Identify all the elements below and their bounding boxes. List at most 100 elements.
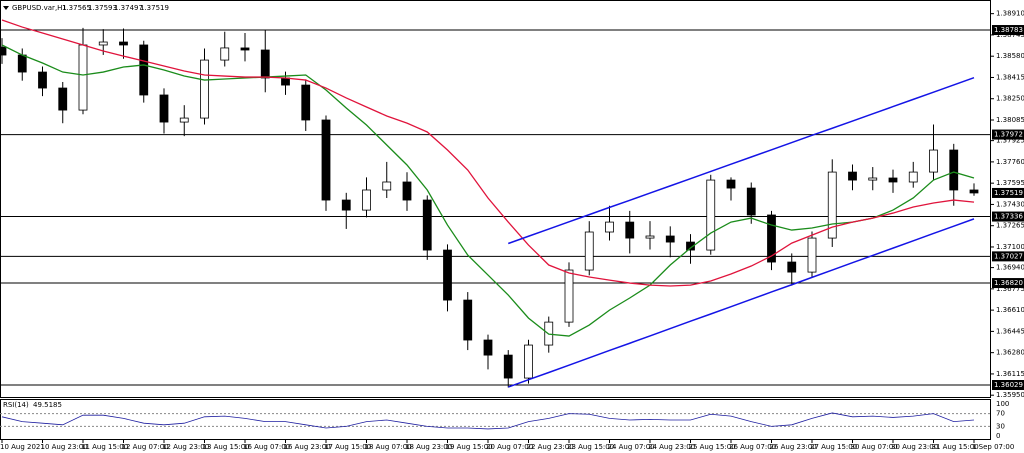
candle-body xyxy=(463,299,473,341)
y-tick-label: 1.38415 xyxy=(996,73,1024,81)
y-tick-label: 1.35950 xyxy=(996,391,1024,399)
price-label: 1.36820 xyxy=(994,279,1023,287)
candle-body xyxy=(726,179,736,189)
y-tick-label: 1.36775 xyxy=(996,285,1024,293)
price-label: 1.38783 xyxy=(994,26,1023,34)
x-tick-label: 18 Aug 07:00 xyxy=(365,443,412,451)
rsi-value: 49.5185 xyxy=(33,401,62,409)
y-tick-label: 1.37430 xyxy=(996,200,1024,208)
series-line xyxy=(507,77,975,245)
candle-body xyxy=(827,171,837,239)
x-tick-label: 17 Aug 15:00 xyxy=(324,443,371,451)
candle-body xyxy=(58,87,68,111)
x-tick-label: 27 Aug 15:00 xyxy=(810,443,857,451)
symbol: GBPUSD.var,H1 xyxy=(12,4,67,12)
rsi-tick-label: 100 xyxy=(996,400,1009,408)
x-tick-label: 26 Aug 23:00 xyxy=(770,443,817,451)
candle-body xyxy=(179,117,189,123)
candle-body xyxy=(949,149,959,191)
candle-body xyxy=(706,179,716,251)
candle-body xyxy=(119,41,128,46)
x-tick-label: 24 Aug 23:00 xyxy=(648,443,695,451)
x-tick-label: 16 Aug 23:00 xyxy=(284,443,331,451)
candle-body xyxy=(422,199,432,251)
x-tick-label: 30 Aug 23:00 xyxy=(891,443,938,451)
candle-body xyxy=(443,249,452,301)
price-label-box xyxy=(992,187,1024,198)
price-label: 1.37972 xyxy=(994,131,1023,139)
candle-body xyxy=(645,235,655,239)
candle-body xyxy=(159,94,169,123)
header-open: 1.37565 xyxy=(62,4,91,12)
header-high: 1.37593 xyxy=(88,4,117,12)
candle-body xyxy=(524,344,533,379)
candle-body xyxy=(908,171,918,183)
rsi-line xyxy=(1,412,975,430)
y-tick-label: 1.37595 xyxy=(996,179,1024,187)
candle-body xyxy=(929,149,938,173)
candle-body xyxy=(625,221,635,239)
candle-body xyxy=(220,47,230,61)
x-tick-label: 12 Aug 07:00 xyxy=(122,443,169,451)
rsi-tick-label: 0 xyxy=(996,432,1000,440)
y-tick-label: 1.36940 xyxy=(996,264,1024,272)
x-tick-label: 20 Aug 07:00 xyxy=(486,443,533,451)
candle-body xyxy=(807,237,817,273)
rsi-frame xyxy=(0,399,991,440)
y-tick-label: 1.38910 xyxy=(996,10,1024,18)
price-label: 1.36029 xyxy=(994,381,1023,389)
x-tick-label: 24 Aug 07:00 xyxy=(608,443,655,451)
price-label: 1.37336 xyxy=(994,213,1023,221)
y-tick-label: 1.38085 xyxy=(996,116,1024,124)
header: GBPUSD.var,H1 1.37565 1.37593 1.37497 1.… xyxy=(3,4,169,12)
series-line xyxy=(507,218,975,388)
x-tick-label: 18 Aug 23:00 xyxy=(405,443,452,451)
candle-body xyxy=(868,177,878,181)
candle-body xyxy=(301,84,311,121)
header-low: 1.37497 xyxy=(114,4,143,12)
candle-body xyxy=(341,199,351,211)
candle-body xyxy=(787,261,797,273)
rsi-tick-label: 30 xyxy=(996,422,1005,430)
x-tick-label: 26 Aug 07:00 xyxy=(729,443,776,451)
candle-body xyxy=(605,221,614,233)
price-label-box xyxy=(992,129,1024,140)
candle-body xyxy=(686,241,695,251)
y-tick-label: 1.38250 xyxy=(996,95,1024,103)
rsi-tick-label: 70 xyxy=(996,410,1005,418)
price-label-box xyxy=(992,25,1024,36)
candle-body xyxy=(362,189,371,211)
y-tick-label: 1.37925 xyxy=(996,137,1024,145)
x-tick-label: 30 Aug 07:00 xyxy=(851,443,898,451)
candle-body xyxy=(17,54,27,73)
x-tick-label: 31 Aug 15:00 xyxy=(932,443,979,451)
x-tick-label: 23 Aug 15:00 xyxy=(567,443,614,451)
x-tick-label: 11 Aug 15:00 xyxy=(81,443,128,451)
x-tick-label: 19 Aug 15:00 xyxy=(446,443,493,451)
x-tick-label: 10 Aug 2021 xyxy=(0,443,45,451)
price-label-box xyxy=(992,211,1024,222)
candle-body xyxy=(848,171,857,181)
price-label-box xyxy=(992,251,1024,262)
price-label: 1.37027 xyxy=(994,252,1023,260)
candle-body xyxy=(888,177,898,183)
y-tick-label: 1.37100 xyxy=(996,243,1024,251)
candle-body xyxy=(746,187,756,216)
x-tick-label: 10 Aug 23:00 xyxy=(41,443,88,451)
candle-body xyxy=(483,339,493,356)
candle-body xyxy=(321,119,331,201)
y-tick-label: 1.36610 xyxy=(996,306,1024,314)
candle-body xyxy=(260,49,270,79)
candle-body xyxy=(98,41,108,46)
series-line xyxy=(1,44,975,337)
x-tick-label: 25 Aug 15:00 xyxy=(689,443,736,451)
main-frame xyxy=(0,0,991,398)
candle-body xyxy=(969,189,979,194)
y-tick-label: 1.37760 xyxy=(996,158,1024,166)
candle-body xyxy=(0,46,7,56)
candle-body xyxy=(139,44,149,96)
candle-body xyxy=(503,354,513,379)
x-tick-label: 22 Aug 23:00 xyxy=(527,443,574,451)
candle-body xyxy=(281,77,290,86)
